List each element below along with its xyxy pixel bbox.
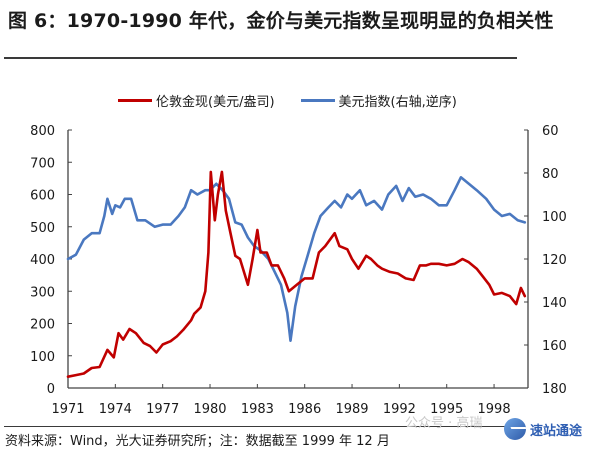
y-tick-label: 0: [47, 382, 55, 397]
x-tick-label: 1971: [51, 402, 84, 417]
chart-series: [66, 170, 527, 379]
y2-tick-label: 140: [542, 296, 567, 311]
x-tick-label: 1992: [383, 402, 416, 417]
badge-text: 速站通途: [530, 423, 583, 439]
legend-swatch-usd: [300, 99, 335, 102]
footer-divider: [4, 426, 517, 427]
y2-tick-label: 160: [542, 339, 567, 354]
x-tick-label: 1998: [478, 402, 511, 417]
y-tick-label: 600: [30, 189, 55, 204]
x-tick-label: 1989: [335, 402, 368, 417]
y2-tick-label: 80: [542, 167, 559, 182]
y-tick-label: 100: [30, 350, 55, 365]
x-tick-label: 1974: [99, 402, 132, 417]
y2-tick-label: 60: [542, 124, 559, 139]
chart-tick-labels: 0 100 200 300 400 500 600 700 800 60 80 100 120 140 16…: [30, 124, 567, 417]
x-tick-label: 1983: [241, 402, 274, 417]
legend-item-usd: 美元指数(右轴,逆序): [300, 91, 457, 110]
y2-tick-label: 100: [542, 210, 567, 225]
x-tick-label: 1977: [146, 402, 179, 417]
y-tick-label: 400: [30, 253, 55, 268]
mountain-logo-icon: [504, 418, 526, 440]
source-note: 资料来源：Wind，光大证券研究所；注：数据截至 1999 年 12 月: [5, 434, 390, 449]
site-badge: 速站通途: [504, 418, 582, 440]
x-tick-label: 1986: [288, 402, 321, 417]
legend-label-usd: 美元指数(右轴,逆序): [338, 95, 457, 110]
legend-label-gold: 伦敦金现(美元/盎司): [156, 95, 275, 110]
chart-axes: [67, 129, 529, 389]
legend-item-gold: 伦敦金现(美元/盎司): [118, 91, 275, 110]
y-tick-label: 500: [30, 221, 55, 236]
y-tick-label: 700: [30, 156, 55, 171]
watermark: 公众号 · 高瑞: [405, 416, 483, 431]
y-tick-label: 300: [30, 285, 55, 300]
y2-tick-label: 120: [542, 253, 567, 268]
usd-index-line: [66, 176, 527, 343]
y2-tick-label: 180: [542, 382, 567, 397]
title-divider: [4, 57, 517, 59]
x-tick-label: 1980: [193, 402, 226, 417]
x-tick-label: 1995: [430, 402, 463, 417]
legend: 伦敦金现(美元/盎司) 美元指数(右轴,逆序): [118, 91, 457, 110]
y-tick-label: 200: [30, 318, 55, 333]
gold-price-line: [66, 170, 527, 379]
y-tick-label: 800: [30, 124, 55, 139]
legend-swatch-gold: [118, 99, 152, 102]
chart-title: 图 6：1970-1990 年代，金价与美元指数呈现明显的负相关性: [8, 10, 554, 32]
